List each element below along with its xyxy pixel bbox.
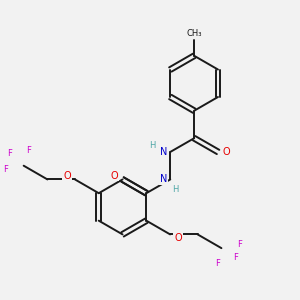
- Text: CH₃: CH₃: [186, 29, 202, 38]
- Text: H: H: [172, 185, 178, 194]
- Text: N: N: [160, 174, 167, 184]
- Text: H: H: [149, 141, 156, 150]
- Text: F: F: [8, 149, 12, 158]
- Text: F: F: [26, 146, 31, 154]
- Text: O: O: [222, 147, 230, 157]
- Text: F: F: [237, 240, 242, 249]
- Text: O: O: [174, 233, 182, 243]
- Text: F: F: [215, 260, 220, 268]
- Text: N: N: [160, 147, 167, 157]
- Text: O: O: [63, 170, 71, 181]
- Text: O: O: [111, 170, 119, 181]
- Text: F: F: [233, 254, 238, 262]
- Text: F: F: [4, 165, 8, 174]
